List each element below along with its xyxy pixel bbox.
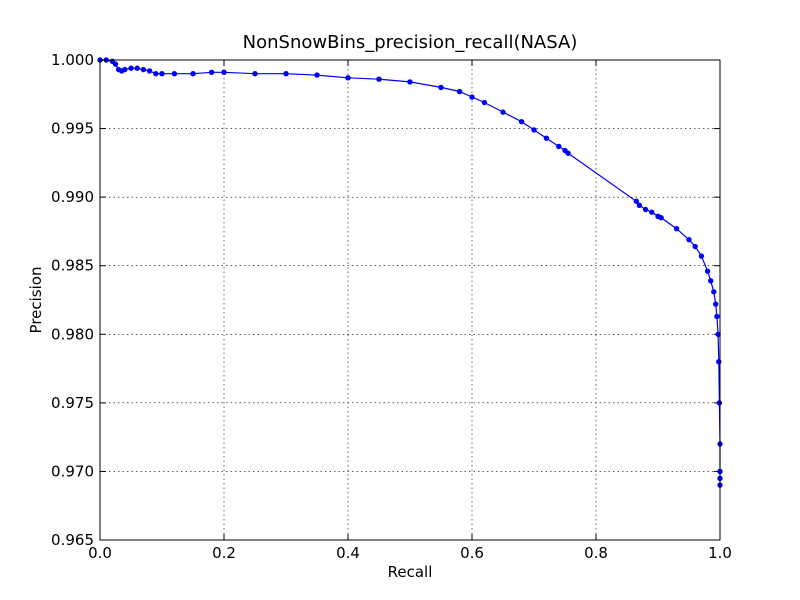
data-point (314, 72, 320, 78)
x-tick-label: 1.0 (708, 544, 732, 562)
y-tick-label: 1.000 (51, 51, 94, 69)
data-point (500, 109, 506, 115)
data-point (712, 301, 719, 307)
y-tick-label: 0.970 (51, 462, 94, 480)
data-point (208, 69, 215, 76)
data-point (556, 143, 562, 150)
data-point (122, 66, 128, 73)
data-point (159, 71, 165, 77)
data-point (543, 135, 550, 141)
data-point (673, 225, 680, 232)
x-tick-label: 0.8 (584, 544, 608, 562)
data-point (153, 71, 159, 77)
x-tick-labels: 0.0 0.2 0.4 0.6 0.8 1.0 (88, 544, 732, 562)
y-axis-title: Precision (27, 267, 45, 334)
data-point (134, 65, 140, 71)
data-point (146, 68, 153, 74)
x-tick-label: 0.2 (212, 544, 236, 562)
y-tick-label: 0.985 (51, 257, 94, 275)
x-tick-label: 0.6 (460, 544, 484, 562)
y-tick-label: 0.965 (51, 531, 94, 549)
data-point (128, 65, 134, 71)
data-point (518, 119, 525, 125)
data-point (565, 150, 571, 156)
y-tick-label: 0.995 (51, 120, 94, 138)
plot-area (100, 60, 720, 540)
data-point (716, 400, 723, 406)
grid-lines (100, 60, 720, 540)
data-point (481, 99, 488, 106)
data-point (190, 71, 196, 77)
data-point (407, 79, 413, 85)
data-point (112, 61, 119, 67)
data-point (714, 313, 720, 320)
y-tick-labels: 0.965 0.970 0.975 0.980 0.985 0.990 0.995 1.000 (51, 51, 94, 549)
x-tick-label: 0.0 (88, 544, 112, 562)
plot-frame (99, 59, 721, 541)
data-point (686, 236, 692, 243)
data-point (711, 289, 717, 295)
data-point (636, 202, 643, 209)
data-point (531, 127, 537, 133)
data-point (698, 253, 705, 259)
y-tick-label: 0.990 (51, 188, 94, 206)
data-point (633, 198, 639, 204)
x-axis-title: Recall (388, 563, 433, 581)
data-point (649, 209, 655, 215)
y-tick-label: 0.980 (51, 325, 94, 343)
data-point (708, 278, 714, 284)
data-point (140, 66, 147, 73)
data-point (376, 76, 382, 82)
x-tick-label: 0.4 (336, 544, 360, 562)
chart-title: NonSnowBins_precision_recall(NASA) (243, 32, 578, 53)
y-tick-label: 0.975 (51, 394, 94, 412)
data-series (97, 57, 723, 488)
data-point (171, 71, 178, 77)
data-point (221, 69, 227, 76)
data-point (704, 268, 711, 274)
data-point (283, 71, 289, 77)
data-point (345, 75, 351, 81)
data-point (469, 94, 475, 100)
data-point (438, 84, 444, 91)
data-point (642, 206, 649, 213)
data-point (692, 243, 698, 250)
data-point (456, 88, 463, 95)
data-point (658, 215, 664, 221)
data-point (252, 71, 258, 77)
